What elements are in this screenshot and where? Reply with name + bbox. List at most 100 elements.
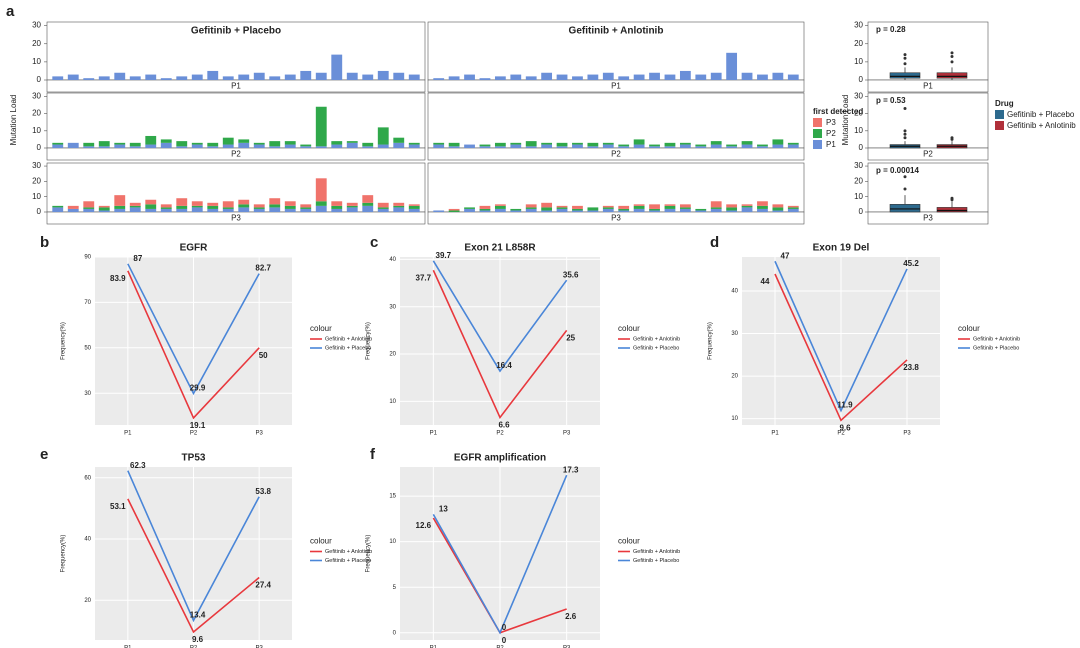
bar-segment xyxy=(98,76,110,80)
facet-panel xyxy=(867,21,989,81)
x-tick-label: P1 xyxy=(430,431,438,437)
series-line xyxy=(127,263,260,396)
y-tick-label: 30 xyxy=(32,92,41,101)
bar-segment xyxy=(679,144,691,148)
y-tick-label: 10 xyxy=(32,57,41,66)
y-axis-label: Frequency(%) xyxy=(61,322,67,360)
bar-segment xyxy=(695,208,707,211)
y-tick-label: 10 xyxy=(389,539,396,545)
data-label: 50 xyxy=(259,351,268,360)
bar-segment xyxy=(191,207,203,212)
outlier xyxy=(950,54,954,58)
legend-label: Gefitinib + Anlotinib xyxy=(633,336,680,342)
bar-segment xyxy=(649,72,660,80)
facet-panel xyxy=(867,92,989,149)
bar-segment xyxy=(253,208,265,212)
bar-segment xyxy=(191,205,203,208)
y-tick-label: 10 xyxy=(854,126,863,135)
bar-segment xyxy=(726,204,738,208)
strip-label: P1 xyxy=(923,82,933,91)
bar-segment xyxy=(346,142,358,148)
bar-segment xyxy=(510,142,522,145)
bar-segment xyxy=(556,207,568,209)
bar-segment xyxy=(191,74,203,80)
bar-segment xyxy=(145,74,157,80)
bar-segment xyxy=(129,205,141,208)
bar-segment xyxy=(408,142,420,145)
y-tick-label: 10 xyxy=(32,192,41,201)
bar-segment xyxy=(541,207,553,211)
bar-segment xyxy=(284,74,296,80)
bar-segment xyxy=(191,144,203,148)
bar-segment xyxy=(664,204,676,206)
bar-segment xyxy=(362,142,374,147)
bar-segment xyxy=(479,144,491,147)
y-tick-label: 30 xyxy=(854,161,863,170)
bar-segment xyxy=(52,144,64,148)
bar-segment xyxy=(649,146,660,148)
series-line xyxy=(432,474,568,635)
x-tick-label: P1 xyxy=(124,646,132,648)
bar-segment xyxy=(300,207,312,209)
bar-segment xyxy=(618,208,630,211)
bar-segment xyxy=(176,198,188,206)
bar-segment xyxy=(479,205,491,209)
legend-label: Gefitinib + Placebo xyxy=(633,558,679,564)
bar-segment xyxy=(207,70,219,80)
bar-segment xyxy=(393,72,405,80)
bar-segment xyxy=(269,146,281,148)
bar-segment xyxy=(377,70,389,80)
outlier xyxy=(950,51,954,55)
panel-label: d xyxy=(710,234,719,251)
bar-segment xyxy=(602,72,614,80)
bar-segment xyxy=(664,205,676,209)
data-label: 25 xyxy=(566,333,575,342)
bar-segment xyxy=(556,146,568,148)
bar-segment xyxy=(633,208,645,212)
legend-label: Gefitinib + Placebo xyxy=(325,558,371,564)
legend-label: Gefitinib + Anlotinib xyxy=(1007,121,1076,130)
y-tick-label: 20 xyxy=(84,598,91,604)
bar-segment xyxy=(602,142,614,145)
bar-segment xyxy=(772,72,784,80)
bar-segment xyxy=(377,202,389,208)
bar-segment xyxy=(98,141,110,147)
facet-panel xyxy=(427,162,805,213)
bar-segment xyxy=(346,202,358,206)
bar-segment xyxy=(114,208,126,212)
bar-segment xyxy=(300,144,312,147)
y-tick-label: 30 xyxy=(32,21,41,30)
legend-label: Gefitinib + Placebo xyxy=(633,345,679,351)
bar-segment xyxy=(145,204,157,209)
bar-segment xyxy=(525,76,537,80)
facet-panel xyxy=(46,92,426,149)
bar-segment xyxy=(741,204,753,206)
bar-segment xyxy=(649,144,660,147)
bar-segment xyxy=(160,207,172,209)
legend-title: colour xyxy=(310,324,332,333)
x-tick-label: P3 xyxy=(563,431,571,437)
data-label: 13.4 xyxy=(190,611,206,620)
outlier xyxy=(903,175,907,179)
bar-segment xyxy=(253,204,265,208)
bar-segment xyxy=(238,139,250,143)
y-tick-label: 30 xyxy=(389,304,396,310)
facet-strip xyxy=(46,147,426,161)
series-line xyxy=(774,273,908,422)
data-label: 82.7 xyxy=(255,264,271,273)
bar-segment xyxy=(541,142,553,145)
strip-label: P1 xyxy=(231,82,241,91)
data-label: 47 xyxy=(781,251,790,260)
bar-segment xyxy=(269,207,281,212)
bar-segment xyxy=(541,202,553,208)
bar-segment xyxy=(176,141,188,147)
bar-segment xyxy=(757,201,768,206)
box xyxy=(936,72,968,79)
y-tick-label: 30 xyxy=(854,21,863,30)
bar-segment xyxy=(393,202,405,206)
outlier xyxy=(903,106,907,110)
bar-segment xyxy=(253,207,265,209)
bar-segment xyxy=(346,141,358,143)
bar-segment xyxy=(408,74,420,80)
